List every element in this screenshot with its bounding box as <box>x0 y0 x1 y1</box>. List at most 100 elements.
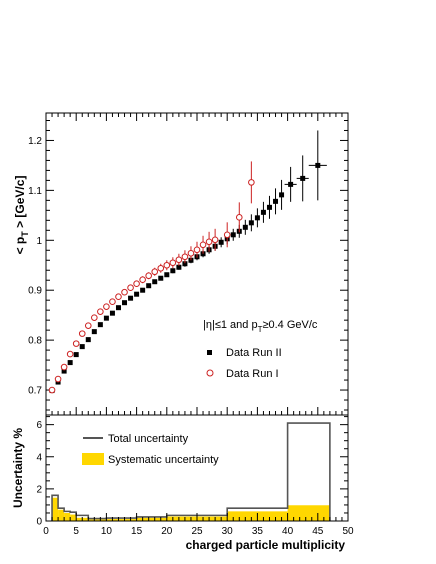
run-i-point <box>151 268 159 276</box>
systematic-uncertainty-bin <box>88 519 107 521</box>
run-ii-point <box>115 305 121 311</box>
run-i-point <box>66 350 74 358</box>
run-ii-point <box>230 232 236 238</box>
run-i-point <box>91 314 98 321</box>
systematic-uncertainty-bin <box>52 497 59 521</box>
run-ii-point <box>146 283 152 289</box>
run-i-point <box>145 272 152 280</box>
run-i-point <box>248 179 255 186</box>
x-tick-labels: 0 5 10 15 20 25 30 35 40 45 50 <box>43 526 354 537</box>
bottom-y-tick-label: 0 <box>36 517 42 528</box>
top-y-axis-title: < pT > [GeV/c] <box>13 176 30 255</box>
top-y-tick-label: 1.1 <box>28 186 42 197</box>
run-ii-point <box>300 175 306 181</box>
bottom-y-tick-label: 6 <box>36 420 42 431</box>
total-uncertainty-histogram <box>51 422 331 521</box>
x-tick-label: 0 <box>43 526 49 537</box>
legend-marker-run-i <box>206 369 214 377</box>
legend-label-systematic-uncertainty: Systematic uncertainty <box>108 454 219 466</box>
run-i-point <box>157 264 165 272</box>
top-y-tick-label: 1 <box>36 236 42 247</box>
x-tick-label: 35 <box>252 526 264 537</box>
run-ii-point <box>85 337 91 343</box>
run-i-point <box>103 303 110 310</box>
run-ii-point <box>140 287 146 293</box>
top-y-tick-label: 1.2 <box>28 136 42 147</box>
run-i-point <box>48 386 56 394</box>
mean-pt-panel: 0.7 0.8 0.9 1 1.1 1.2 < pT > [GeV/c] |η|≤1 an… <box>13 112 349 416</box>
run-ii-point <box>79 344 85 350</box>
legend-label-run-ii: Data Run II <box>226 347 282 359</box>
run-i-point <box>133 280 140 288</box>
x-axis-title: charged particle multiplicity <box>186 538 346 552</box>
run-ii-point <box>170 268 176 274</box>
run-i-point <box>84 322 92 329</box>
run-ii-point <box>315 162 321 168</box>
run-i-point <box>175 256 183 264</box>
run-ii-point <box>182 261 188 267</box>
x-tick-label: 40 <box>282 526 294 537</box>
run-ii-point <box>248 220 254 226</box>
run-i-point <box>97 308 104 315</box>
top-axis-ticks <box>45 113 349 415</box>
systematic-uncertainty-bin <box>287 505 330 521</box>
systematic-uncertainty-bin <box>70 514 77 521</box>
run-i-point <box>187 249 195 257</box>
run-i-point <box>199 241 207 249</box>
run-i-point <box>115 293 122 300</box>
run-ii-point <box>91 329 97 335</box>
run-ii-point <box>254 215 260 221</box>
run-ii-point <box>164 272 170 278</box>
run-i-point <box>193 246 201 254</box>
run-ii-point <box>103 315 109 321</box>
top-y-tick-label: 0.9 <box>28 286 42 297</box>
legend-label-total-uncertainty: Total uncertainty <box>108 433 189 445</box>
run-i-point <box>78 330 86 337</box>
run-ii-point <box>288 181 294 187</box>
run-ii-point <box>109 310 115 316</box>
top-y-tick-labels: 0.7 0.8 0.9 1 1.1 1.2 <box>28 136 42 397</box>
run-ii-point <box>128 295 134 301</box>
run-ii-point <box>152 279 158 285</box>
bottom-y-tick-labels: 0 2 4 6 <box>36 420 42 527</box>
run-i-point <box>109 298 116 305</box>
run-i-point <box>121 288 128 296</box>
systematic-uncertainty-bin <box>136 517 167 521</box>
systematic-uncertainty-bin <box>58 509 65 521</box>
x-tick-label: 30 <box>222 526 234 537</box>
run-i-point <box>223 231 231 239</box>
x-tick-label: 25 <box>191 526 203 537</box>
legend-label-run-i: Data Run I <box>226 368 279 380</box>
run-i-point <box>181 253 189 261</box>
x-tick-label: 10 <box>101 526 113 537</box>
run-ii-point <box>242 224 248 230</box>
legend-marker-run-ii <box>207 350 212 355</box>
x-tick-label: 5 <box>73 526 79 537</box>
run-ii-point <box>158 275 164 281</box>
x-tick-label: 45 <box>312 526 324 537</box>
run-ii-point <box>122 300 128 306</box>
run-i-point <box>127 284 134 292</box>
systematic-uncertainty-bin <box>64 512 71 521</box>
run-ii-point <box>67 360 73 366</box>
bottom-y-tick-label: 4 <box>36 452 42 463</box>
run-ii-point <box>73 352 79 358</box>
series-data-run-i <box>48 161 255 394</box>
systematic-uncertainty-bin <box>106 519 137 521</box>
run-ii-point <box>260 209 266 215</box>
run-i-point <box>205 238 213 246</box>
run-i-point <box>235 214 243 221</box>
run-ii-point <box>134 291 140 297</box>
selection-annotation: |η|≤1 and pT≥0.4 GeV/c <box>203 319 318 334</box>
run-i-point <box>54 375 62 383</box>
run-i-point <box>60 363 68 371</box>
legend-box-systematic-uncertainty <box>82 453 104 465</box>
run-ii-point <box>97 322 103 328</box>
run-i-point <box>169 259 177 267</box>
total-uncertainty-step-line <box>51 422 331 521</box>
bottom-y-tick-label: 2 <box>36 484 42 495</box>
run-ii-point <box>61 368 67 374</box>
bottom-axis-ticks <box>45 416 349 522</box>
